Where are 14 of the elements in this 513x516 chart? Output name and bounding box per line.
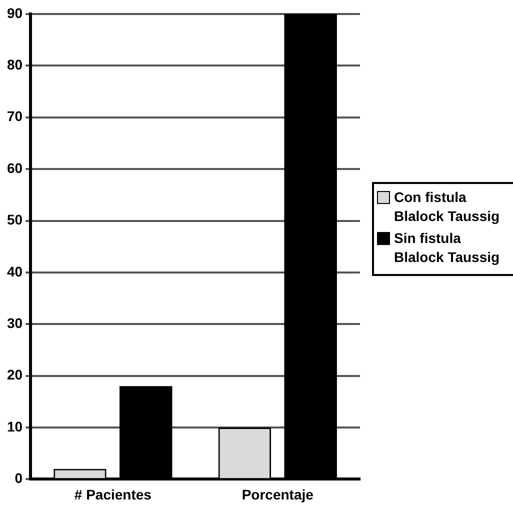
y-tick-label: 50 bbox=[6, 212, 23, 228]
y-tick-label: 60 bbox=[6, 160, 23, 176]
y-tick-label: 80 bbox=[6, 56, 23, 73]
legend-label: Con fistula Blalock Taussig bbox=[394, 188, 501, 226]
y-tick-label: 90 bbox=[6, 4, 23, 21]
y-tick-label: 0 bbox=[14, 470, 23, 486]
x-tick-label: Porcentaje bbox=[242, 486, 314, 502]
x-tick-label: # Pacientes bbox=[74, 486, 152, 502]
y-tick-label: 10 bbox=[6, 418, 23, 434]
y-tick-label: 70 bbox=[6, 108, 23, 124]
y-tick-label: 30 bbox=[6, 314, 23, 331]
y-tick-label: 20 bbox=[6, 366, 23, 383]
y-tick-label: 40 bbox=[6, 263, 23, 280]
legend-label: Sin fistula Blalock Taussig bbox=[394, 229, 501, 267]
